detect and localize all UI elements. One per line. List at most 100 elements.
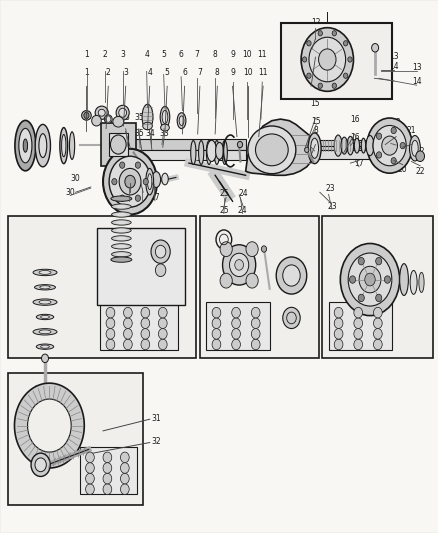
Circle shape [84, 112, 89, 118]
Text: 1: 1 [84, 68, 88, 77]
Text: 36: 36 [120, 113, 130, 122]
Ellipse shape [92, 115, 101, 126]
Ellipse shape [39, 134, 47, 158]
Text: 10: 10 [241, 50, 251, 59]
Text: 10: 10 [243, 68, 252, 77]
Ellipse shape [35, 285, 55, 290]
Bar [101, 123, 135, 166]
Text: 30: 30 [71, 174, 80, 183]
Circle shape [357, 294, 364, 302]
Circle shape [343, 73, 347, 78]
Text: 12: 12 [310, 38, 319, 47]
Ellipse shape [418, 272, 423, 293]
Ellipse shape [40, 286, 50, 289]
Circle shape [276, 257, 306, 294]
Circle shape [120, 463, 129, 473]
Ellipse shape [116, 106, 129, 120]
Circle shape [390, 127, 396, 134]
Circle shape [366, 118, 411, 173]
Ellipse shape [255, 134, 288, 166]
Text: 3: 3 [120, 50, 125, 59]
Ellipse shape [41, 316, 49, 319]
Bar [199, 216, 318, 358]
Circle shape [85, 452, 94, 463]
Circle shape [347, 253, 391, 306]
Text: 14: 14 [389, 62, 398, 71]
Circle shape [212, 318, 220, 328]
Circle shape [31, 453, 50, 477]
Circle shape [141, 339, 149, 350]
Bar [132, 139, 245, 150]
Text: 6: 6 [178, 50, 183, 59]
Circle shape [251, 318, 259, 328]
Bar [132, 150, 245, 160]
Circle shape [158, 328, 167, 339]
Text: 23: 23 [325, 184, 335, 193]
Ellipse shape [116, 229, 127, 232]
Circle shape [415, 151, 424, 161]
Circle shape [245, 242, 258, 256]
Text: 33: 33 [160, 113, 170, 122]
Circle shape [119, 195, 124, 201]
Ellipse shape [39, 330, 51, 334]
Circle shape [231, 339, 240, 350]
Ellipse shape [111, 204, 131, 209]
Text: 34: 34 [145, 113, 154, 122]
Ellipse shape [116, 213, 127, 216]
Bar [280, 22, 391, 100]
Circle shape [375, 133, 381, 140]
Ellipse shape [61, 134, 66, 157]
Text: 7: 7 [194, 50, 199, 59]
Circle shape [339, 244, 399, 316]
Text: 29: 29 [125, 174, 134, 183]
Bar [8, 216, 195, 358]
Text: 16: 16 [349, 116, 359, 124]
Circle shape [103, 149, 157, 215]
Ellipse shape [409, 135, 420, 161]
Text: F: F [118, 138, 123, 147]
Circle shape [85, 473, 94, 484]
Text: 27: 27 [151, 174, 161, 183]
Ellipse shape [33, 269, 57, 276]
Circle shape [106, 308, 115, 318]
Text: 3: 3 [123, 68, 128, 77]
Circle shape [123, 318, 132, 328]
Circle shape [42, 354, 48, 362]
Text: 13: 13 [389, 52, 398, 61]
Ellipse shape [113, 116, 124, 127]
Circle shape [212, 339, 220, 350]
Circle shape [123, 308, 132, 318]
Text: 9: 9 [230, 68, 234, 77]
Text: 35: 35 [134, 130, 143, 139]
Text: 24: 24 [237, 206, 247, 215]
Circle shape [155, 264, 166, 277]
Text: 36: 36 [120, 130, 130, 139]
Circle shape [390, 158, 396, 164]
Circle shape [306, 41, 311, 46]
Text: 20: 20 [397, 166, 406, 174]
Circle shape [251, 339, 259, 350]
Text: 28: 28 [138, 174, 148, 183]
Ellipse shape [161, 173, 168, 185]
Circle shape [353, 328, 362, 339]
Text: +DSA: +DSA [33, 229, 66, 239]
Ellipse shape [116, 221, 127, 224]
Text: 23: 23 [326, 201, 336, 211]
Circle shape [332, 83, 336, 88]
Ellipse shape [152, 172, 160, 188]
Ellipse shape [116, 205, 127, 208]
Text: 14: 14 [411, 77, 420, 86]
Ellipse shape [222, 141, 227, 165]
Circle shape [261, 246, 266, 252]
Ellipse shape [111, 244, 131, 249]
Ellipse shape [198, 141, 203, 165]
Text: 11: 11 [258, 68, 267, 77]
Circle shape [353, 339, 362, 350]
Text: 34: 34 [145, 130, 155, 139]
Circle shape [333, 308, 342, 318]
Circle shape [158, 308, 167, 318]
Circle shape [373, 328, 381, 339]
Circle shape [219, 242, 232, 256]
Text: 22: 22 [414, 166, 424, 175]
Ellipse shape [411, 140, 417, 156]
